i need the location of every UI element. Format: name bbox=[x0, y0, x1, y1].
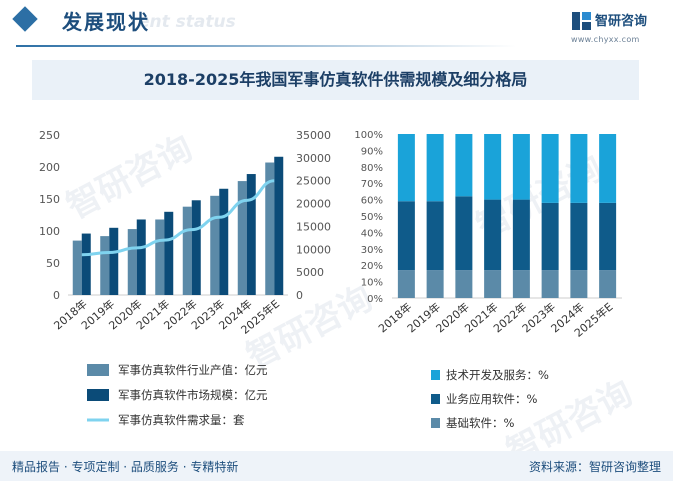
tech-dev-service-segment bbox=[484, 134, 502, 200]
right-chart-y-tick-label: 10% bbox=[361, 278, 383, 289]
market-bar bbox=[191, 200, 201, 295]
right-y-tick-label: 0 bbox=[296, 289, 303, 302]
header-subtitle-bg: ent status bbox=[138, 12, 236, 32]
legend-label-market: 军事仿真软件市场规模：亿元 bbox=[118, 388, 268, 402]
chyxx-logo-icon bbox=[572, 12, 591, 30]
output-bar bbox=[127, 229, 137, 295]
section-title: 发展现状 bbox=[62, 10, 150, 34]
market-bar bbox=[136, 219, 146, 295]
logo-url: www.chyxx.com bbox=[571, 35, 640, 44]
business-app-segment bbox=[541, 202, 559, 271]
left-y-tick-label: 50 bbox=[46, 257, 60, 270]
legend-swatch-tech bbox=[431, 370, 440, 380]
footer-source: 资料来源：智研咨询整理 bbox=[528, 460, 661, 474]
right-chart-y-tick-label: 20% bbox=[361, 261, 383, 272]
right-y-tick-label: 30000 bbox=[296, 152, 331, 165]
legend-swatch-market bbox=[87, 389, 109, 401]
market-bar bbox=[164, 211, 174, 295]
market-bar bbox=[246, 174, 256, 295]
footer-tagline: 精品报告 · 专项定制 · 品质服务 · 专精特新 bbox=[12, 460, 239, 474]
legend-swatch-output bbox=[87, 364, 109, 376]
tech-dev-service-segment bbox=[426, 134, 444, 202]
market-bar bbox=[81, 233, 91, 295]
output-bar bbox=[100, 236, 110, 295]
business-app-segment bbox=[484, 199, 502, 271]
right-chart-y-tick-label: 60% bbox=[361, 196, 383, 207]
base-software-segment bbox=[455, 270, 473, 298]
right-y-tick-label: 5000 bbox=[296, 266, 324, 279]
base-software-segment bbox=[426, 270, 444, 298]
legend-swatch-base bbox=[431, 418, 440, 428]
legend-label-tech: 技术开发及服务：% bbox=[446, 368, 549, 382]
base-software-segment bbox=[484, 270, 502, 298]
right-y-tick-label: 35000 bbox=[296, 129, 331, 142]
tech-dev-service-segment bbox=[512, 134, 530, 200]
right-chart-y-tick-label: 100% bbox=[354, 130, 383, 141]
output-bar bbox=[182, 206, 192, 295]
business-app-segment bbox=[455, 196, 473, 271]
base-software-segment bbox=[599, 270, 617, 298]
tech-dev-service-segment bbox=[570, 134, 588, 203]
legend-label-app: 业务应用软件：% bbox=[446, 392, 537, 406]
market-bar bbox=[109, 227, 119, 295]
chart-title: 2018-2025年我国军事仿真软件供需规模及细分格局 bbox=[143, 70, 528, 89]
left-y-tick-label: 200 bbox=[39, 161, 60, 174]
header-divider bbox=[16, 45, 516, 47]
charts-canvas: 0 50 100 150 200 250 0 5000 10000 15000 20000 25000… bbox=[39, 129, 622, 430]
section-header: ent status 发展现状 bbox=[0, 0, 673, 56]
left-y-tick-label: 150 bbox=[39, 193, 60, 206]
business-app-segment bbox=[397, 201, 415, 271]
legend-label-output: 军事仿真软件行业产值：亿元 bbox=[118, 363, 268, 377]
legend-label-base: 基础软件：% bbox=[446, 416, 514, 430]
brand-logo: 智研咨询 www.chyxx.com bbox=[571, 8, 661, 48]
tech-dev-service-segment bbox=[599, 134, 617, 203]
right-chart-y-tick-label: 0% bbox=[367, 294, 383, 305]
left-y-tick-label: 0 bbox=[53, 289, 60, 302]
base-software-segment bbox=[397, 270, 415, 298]
business-app-segment bbox=[512, 199, 530, 271]
output-bar bbox=[155, 219, 165, 295]
output-bar bbox=[265, 162, 275, 295]
tech-dev-service-segment bbox=[455, 134, 473, 197]
footer: 精品报告 · 专项定制 · 品质服务 · 专精特新 资料来源：智研咨询整理 bbox=[0, 451, 673, 481]
right-chart-y-tick-label: 70% bbox=[361, 179, 383, 190]
right-y-tick-label: 20000 bbox=[296, 198, 331, 211]
legend-swatch-app bbox=[431, 394, 440, 404]
base-software-segment bbox=[570, 270, 588, 298]
tech-dev-service-segment bbox=[397, 134, 415, 202]
chart-title-band: 2018-2025年我国军事仿真软件供需规模及细分格局 bbox=[32, 60, 639, 100]
right-chart-y-tick-label: 40% bbox=[361, 228, 383, 239]
business-app-segment bbox=[570, 202, 588, 271]
base-software-segment bbox=[541, 270, 559, 298]
market-bar bbox=[274, 156, 284, 295]
right-y-tick-label: 15000 bbox=[296, 220, 331, 233]
right-chart-y-tick-label: 90% bbox=[361, 146, 383, 157]
right-chart-y-tick-label: 80% bbox=[361, 163, 383, 174]
base-software-segment bbox=[512, 270, 530, 298]
business-app-segment bbox=[599, 202, 617, 271]
demand-line bbox=[81, 179, 275, 257]
output-bar bbox=[72, 240, 82, 295]
right-y-tick-label: 25000 bbox=[296, 175, 331, 188]
left-y-tick-label: 100 bbox=[39, 225, 60, 238]
left-y-tick-label: 250 bbox=[39, 129, 60, 142]
output-bar bbox=[210, 195, 220, 295]
right-chart-y-tick-label: 30% bbox=[361, 245, 383, 256]
logo-name: 智研咨询 bbox=[595, 14, 648, 29]
legend-label-demand: 军事仿真软件需求量：套 bbox=[118, 413, 245, 427]
market-bar bbox=[219, 188, 229, 295]
output-bar bbox=[237, 181, 247, 295]
right-y-tick-label: 10000 bbox=[296, 243, 331, 256]
tech-dev-service-segment bbox=[541, 134, 559, 203]
right-chart-y-tick-label: 50% bbox=[361, 212, 383, 223]
business-app-segment bbox=[426, 201, 444, 271]
